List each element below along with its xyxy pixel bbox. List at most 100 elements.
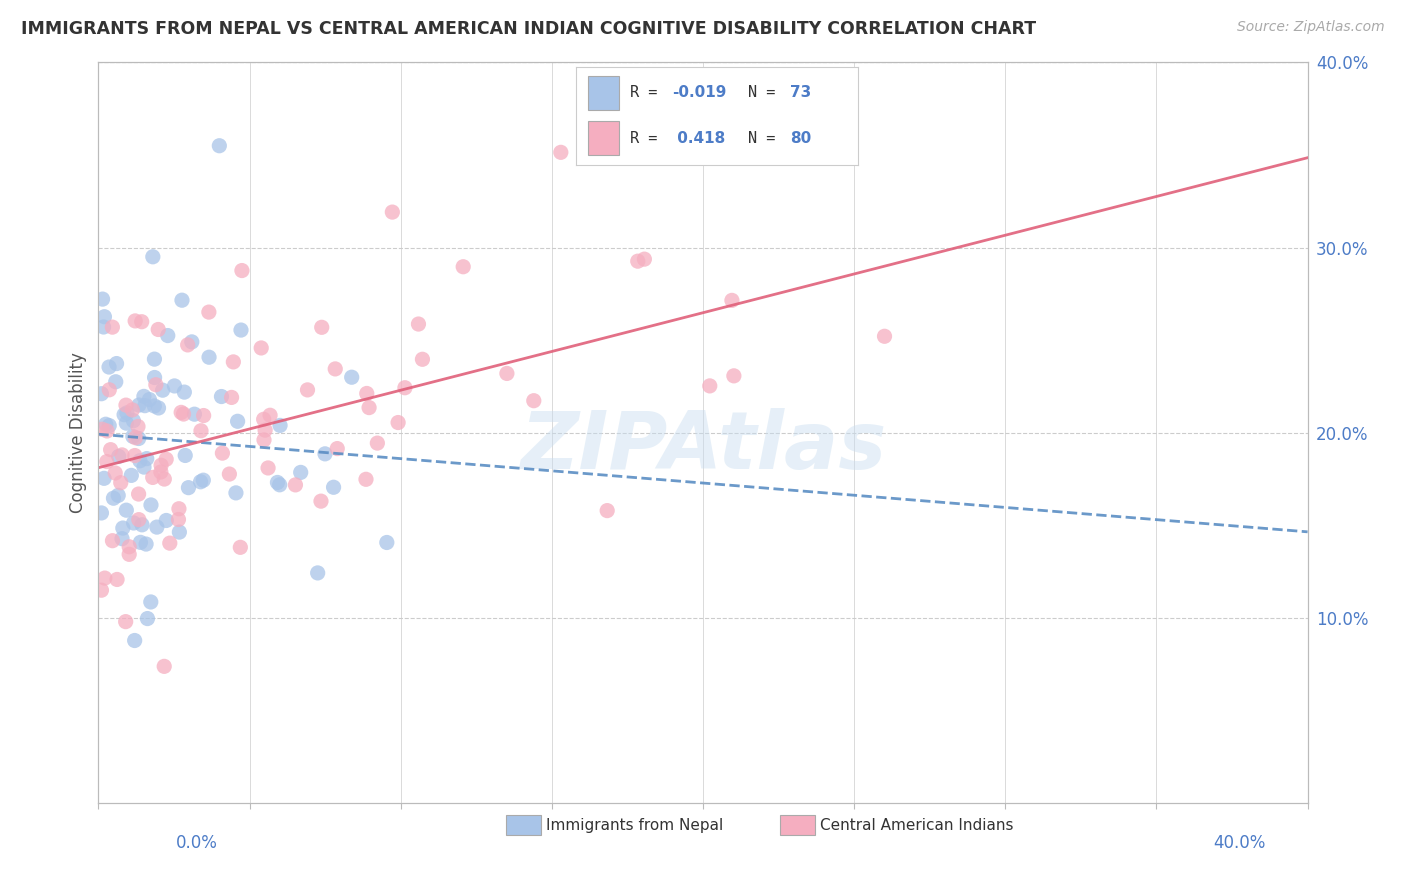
Point [307,566,329,580]
Point [250,341,273,355]
Point [253,412,276,426]
Point [167,501,190,516]
Point [118,540,141,554]
Point [98,418,121,433]
Point [90,386,112,401]
Text: Source: ZipAtlas.com: Source: ZipAtlas.com [1237,20,1385,34]
Point [115,398,138,412]
Text: Central American Indians: Central American Indians [820,818,1014,832]
Text: N =: N = [748,130,785,145]
Point [143,370,166,384]
Point [170,405,193,419]
Point [135,451,157,466]
Point [111,521,134,535]
Point [221,391,243,405]
Point [104,375,127,389]
Point [190,424,212,438]
Point [254,423,277,437]
Point [114,615,136,629]
Bar [588,76,619,110]
Point [284,478,307,492]
Point [148,401,170,415]
Point [111,448,134,462]
Point [156,328,179,343]
Point [118,547,141,561]
Point [173,407,195,421]
Point [356,386,378,401]
Point [155,513,177,527]
Text: R =: R = [630,130,666,145]
Point [104,466,127,480]
Point [132,389,155,403]
Point [322,480,344,494]
Point [103,491,125,506]
Point [627,254,650,268]
Point [873,329,896,343]
Point [699,379,721,393]
Text: 40.0%: 40.0% [1213,834,1265,852]
Text: 73: 73 [790,86,811,101]
Point [290,466,312,480]
Point [105,573,128,587]
Text: R =: R = [630,86,666,101]
Point [340,370,363,384]
Point [96,454,118,468]
Point [96,424,118,438]
Point [387,416,409,430]
Point [121,403,143,417]
Point [120,468,142,483]
Point [112,408,135,422]
Point [105,357,128,371]
Point [94,417,117,432]
Point [111,532,134,546]
Point [131,517,153,532]
Point [314,447,336,461]
Point [257,461,280,475]
Point [115,503,138,517]
Point [550,145,572,160]
Point [366,436,388,450]
Point [193,409,215,423]
Point [107,450,129,464]
Point [155,452,177,467]
Point [152,383,174,397]
Point [177,481,200,495]
Point [93,471,115,485]
Point [311,320,333,334]
Point [134,399,156,413]
Point [128,487,150,501]
Point [253,433,276,447]
Point [357,401,380,415]
Point [167,512,190,526]
Point [211,446,233,460]
Point [266,475,288,490]
Point [94,571,117,585]
Point [198,305,221,319]
Point [129,535,152,549]
Text: N =: N = [748,86,785,101]
Point [136,611,159,625]
Point [198,350,221,364]
Point [394,381,416,395]
Point [128,432,150,446]
Point [176,338,198,352]
Point [90,506,112,520]
Point [633,252,655,267]
Text: ZIPAtlas: ZIPAtlas [520,409,886,486]
Point [139,595,162,609]
Point [153,472,176,486]
Point [138,392,160,407]
Text: 0.0%: 0.0% [176,834,218,852]
Point [163,379,186,393]
Point [183,407,205,421]
Point [381,205,404,219]
Point [211,390,233,404]
Point [148,322,170,336]
Point [231,263,253,277]
Point [451,260,474,274]
Point [122,516,145,530]
Point [326,442,349,456]
Point [143,399,166,413]
Point [91,292,114,306]
Point [375,535,398,549]
